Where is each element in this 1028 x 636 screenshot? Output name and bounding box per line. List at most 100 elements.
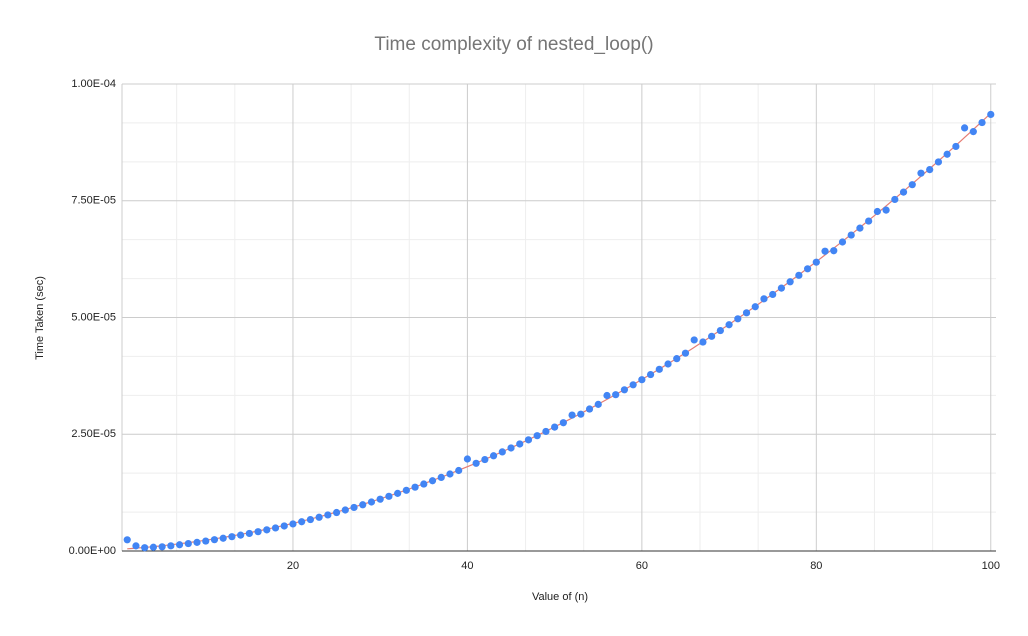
data-point: [777, 284, 786, 292]
x-tick-label: 60: [636, 560, 648, 572]
data-point: [882, 206, 890, 214]
data-point: [341, 506, 349, 514]
data-point: [978, 118, 986, 127]
data-point: [498, 448, 506, 456]
data-point: [795, 271, 803, 279]
data-point: [681, 349, 690, 357]
data-point: [760, 295, 768, 303]
data-point: [237, 531, 245, 539]
data-point: [254, 528, 262, 536]
data-point: [385, 492, 393, 500]
data-point: [655, 365, 663, 373]
data-point: [437, 473, 445, 482]
x-tick-label: 80: [810, 560, 822, 572]
data-point: [716, 326, 724, 335]
data-point: [865, 217, 873, 225]
data-point: [123, 536, 131, 544]
data-point: [350, 503, 358, 512]
data-point: [463, 455, 472, 463]
data-point: [141, 544, 149, 552]
data-point: [742, 309, 751, 317]
data-point: [838, 238, 847, 246]
data-point: [202, 537, 210, 545]
data-point: [751, 303, 759, 311]
data-point: [585, 405, 594, 413]
data-point: [926, 166, 934, 174]
data-point: [428, 477, 437, 485]
data-point: [873, 207, 881, 216]
data-point: [856, 224, 864, 232]
data-point: [132, 542, 140, 550]
data-point: [489, 452, 498, 460]
chart-title: Time complexity of nested_loop(): [374, 34, 653, 55]
data-point: [603, 391, 611, 400]
data-point: [149, 543, 158, 551]
data-point: [315, 513, 323, 521]
data-point: [786, 278, 794, 286]
x-tick-label: 20: [287, 560, 299, 572]
data-point: [263, 526, 271, 534]
data-point: [359, 501, 367, 509]
data-point: [446, 470, 454, 478]
trendline: [127, 112, 992, 550]
data-point: [411, 483, 419, 491]
data-point: [332, 508, 341, 517]
data-point: [699, 338, 707, 346]
data-point: [612, 391, 620, 399]
data-point: [228, 533, 236, 541]
data-point: [917, 169, 925, 177]
x-tick-label: 40: [461, 560, 473, 572]
data-point: [594, 400, 602, 408]
data-point: [812, 258, 820, 266]
y-tick-label: 7.50E-05: [71, 195, 116, 207]
x-axis-label: Value of (n): [532, 591, 588, 603]
data-point: [193, 538, 201, 546]
data-point: [298, 518, 306, 526]
data-point: [324, 511, 332, 519]
data-point: [367, 498, 376, 506]
data-point: [394, 489, 402, 497]
data-point: [271, 524, 280, 532]
data-point: [830, 247, 838, 255]
data-point: [646, 370, 655, 379]
data-point: [987, 110, 995, 119]
data-point: [899, 188, 908, 196]
x-tick-label: 100: [982, 560, 1000, 572]
data-point: [960, 124, 969, 132]
data-point: [620, 386, 629, 394]
y-tick-label: 0.00E+00: [69, 545, 116, 557]
data-point: [551, 423, 559, 431]
data-point: [542, 427, 550, 436]
data-point: [934, 158, 943, 166]
data-point: [210, 536, 219, 544]
data-point: [516, 440, 524, 448]
data-point: [952, 142, 960, 151]
data-point: [629, 381, 637, 389]
y-tick-label: 5.00E-05: [71, 311, 116, 323]
data-point: [969, 128, 977, 136]
y-tick-label: 2.50E-05: [71, 428, 116, 440]
data-point: [289, 520, 297, 528]
data-point: [725, 321, 733, 329]
y-tick-label: 1.00E-04: [71, 78, 116, 90]
data-point: [734, 315, 742, 323]
data-point: [306, 515, 315, 524]
data-point: [943, 150, 951, 158]
data-point: [158, 543, 166, 551]
data-point: [175, 541, 184, 549]
data-point: [167, 542, 175, 550]
data-point: [507, 444, 515, 452]
data-point: [673, 355, 681, 363]
y-axis-label: Time Taken (sec): [34, 276, 46, 360]
data-point: [664, 360, 672, 368]
data-point: [568, 411, 576, 419]
data-point: [245, 529, 253, 538]
data-point: [708, 332, 716, 340]
data-point: [219, 534, 227, 542]
data-point: [481, 455, 489, 464]
data-point: [891, 195, 899, 204]
data-point: [847, 231, 855, 239]
data-point: [376, 495, 384, 503]
